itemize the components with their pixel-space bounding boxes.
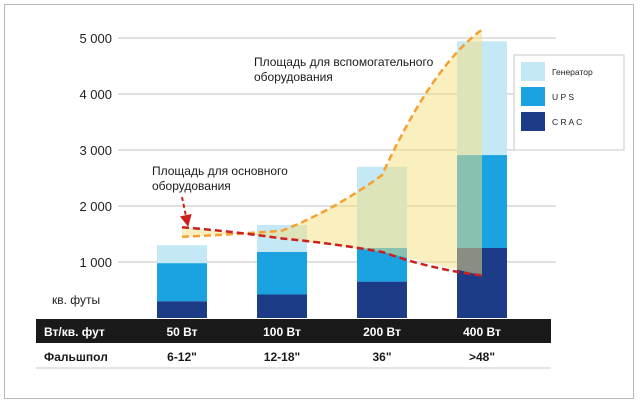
annotation-primary-line1: Площадь для основного [152, 164, 288, 178]
bar-segment [357, 281, 407, 318]
table-category-label: 400 Вт [463, 325, 501, 339]
annotation-primary-line2: оборудования [152, 179, 231, 193]
annotation-primary-arrow [179, 196, 192, 227]
legend-label-ups: U P S [552, 92, 574, 102]
y-tick-label: 4 000 [79, 87, 112, 102]
y-tick-label: 5 000 [79, 31, 112, 46]
table-raised-floor-value: >48" [469, 350, 495, 364]
primary-area-dashed-line [181, 226, 483, 277]
legend-swatch-generator [521, 62, 545, 81]
annotation-auxiliary-line2: оборудования [254, 70, 333, 84]
legend-label-crac: C R A C [552, 117, 582, 127]
y-tick-label: 1 000 [79, 255, 112, 270]
legend-label-generator: Генератор [552, 67, 593, 77]
y-tick-label: 3 000 [79, 143, 112, 158]
table-category-label: 200 Вт [363, 325, 401, 339]
table-category-label: 50 Вт [166, 325, 197, 339]
table-row1-values: 50 Вт 100 Вт 200 Вт 400 Вт [166, 325, 501, 339]
bar-segment [257, 251, 307, 295]
auxiliary-area-overlay [181, 28, 483, 277]
y-tick-label: 2 000 [79, 199, 112, 214]
table-row2-values: 6-12" 12-18" 36" >48" [167, 350, 495, 364]
table-category-label: 100 Вт [263, 325, 301, 339]
bar-segment [157, 301, 207, 318]
legend: Генератор U P S C R A C [513, 54, 625, 151]
chart-frame [4, 4, 634, 399]
bar-segment [157, 263, 207, 302]
table-row1-header: Вт/кв. фут [44, 325, 105, 339]
auxiliary-area-dashed-line [181, 28, 483, 239]
table-header-row [36, 319, 551, 343]
y-axis-label: кв. футы [52, 293, 100, 307]
legend-swatch-ups [521, 87, 545, 106]
table-raised-floor-value: 6-12" [167, 350, 197, 364]
table-raised-floor-value: 36" [372, 350, 391, 364]
annotation-auxiliary-line1: Площадь для вспомогательного [254, 55, 434, 69]
bar-segment [157, 245, 207, 264]
auxiliary-area-fill [182, 29, 482, 276]
bar-segment [257, 294, 307, 318]
table-raised-floor-value: 12-18" [264, 350, 300, 364]
legend-swatch-crac [521, 112, 545, 131]
y-tick-labels: 1 000 2 000 3 000 4 000 5 000 [79, 31, 112, 270]
table-row2-header: Фальшпол [44, 350, 108, 364]
